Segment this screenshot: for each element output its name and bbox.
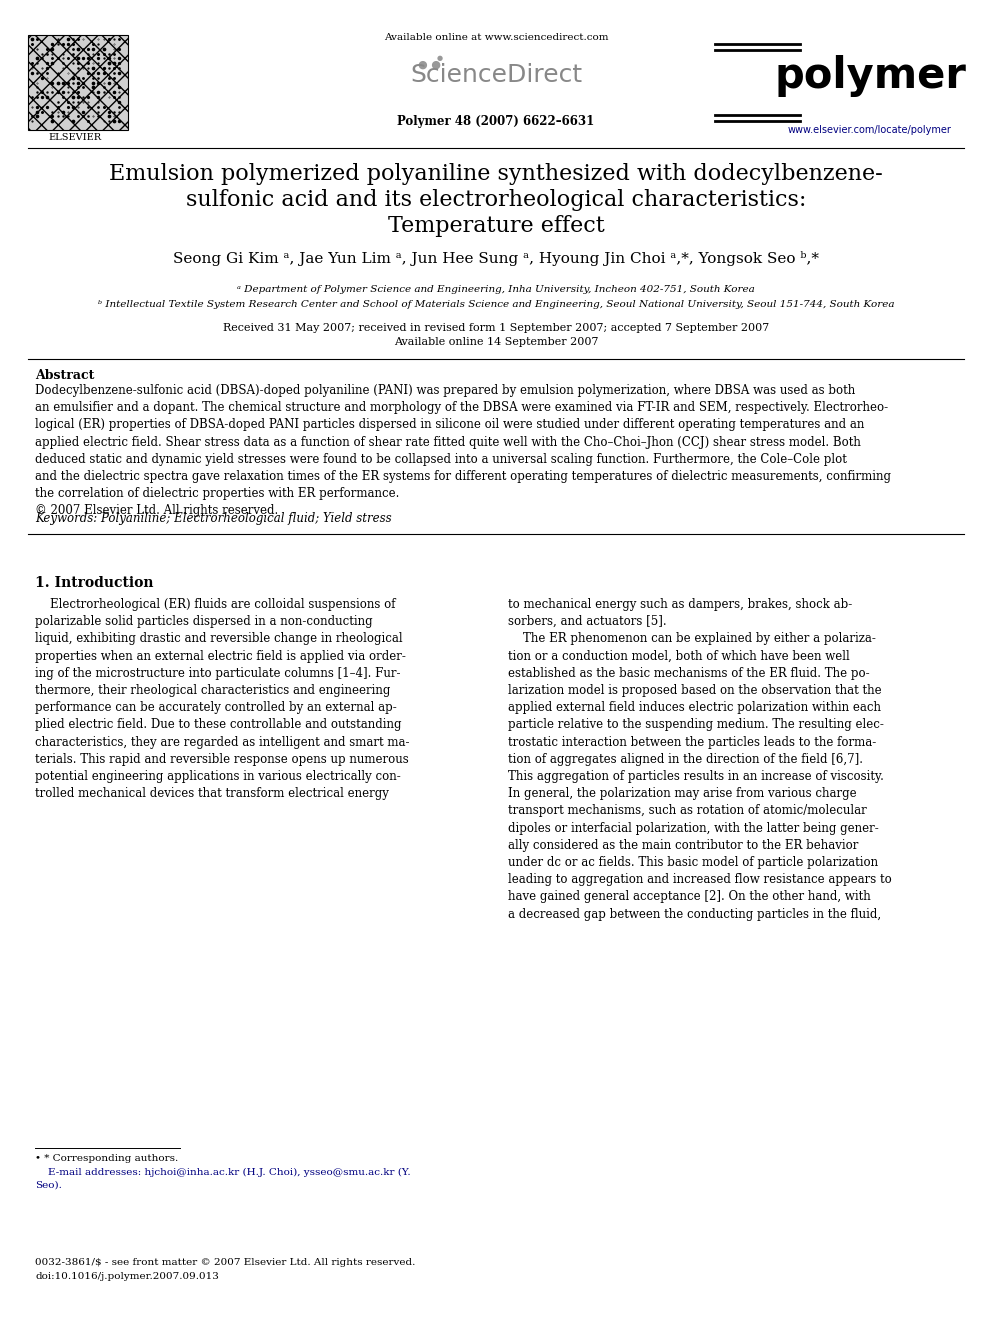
Text: Keywords: Polyaniline; Electrorheological fluid; Yield stress: Keywords: Polyaniline; Electrorheologica… <box>35 512 392 525</box>
Text: Temperature effect: Temperature effect <box>388 216 604 237</box>
Text: ●: ● <box>436 56 443 61</box>
Text: sulfonic acid and its electrorheological characteristics:: sulfonic acid and its electrorheological… <box>186 189 806 210</box>
Text: Available online at www.sciencedirect.com: Available online at www.sciencedirect.co… <box>384 33 608 42</box>
Text: polymer: polymer <box>774 56 966 97</box>
Text: ScienceDirect: ScienceDirect <box>410 64 582 87</box>
Text: Dodecylbenzene-sulfonic acid (DBSA)-doped polyaniline (PANI) was prepared by emu: Dodecylbenzene-sulfonic acid (DBSA)-dope… <box>35 384 891 517</box>
Text: Seo).: Seo). <box>35 1181 62 1189</box>
Text: 0032-3861/$ - see front matter © 2007 Elsevier Ltd. All rights reserved.: 0032-3861/$ - see front matter © 2007 El… <box>35 1258 416 1267</box>
Text: Received 31 May 2007; received in revised form 1 September 2007; accepted 7 Sept: Received 31 May 2007; received in revise… <box>223 323 769 333</box>
Text: ᵇ Intellectual Textile System Research Center and School of Materials Science an: ᵇ Intellectual Textile System Research C… <box>98 300 894 310</box>
Text: Polymer 48 (2007) 6622–6631: Polymer 48 (2007) 6622–6631 <box>398 115 594 128</box>
Text: ELSEVIER: ELSEVIER <box>49 134 101 142</box>
Text: ● ●: ● ● <box>419 60 441 70</box>
Text: • * Corresponding authors.: • * Corresponding authors. <box>35 1154 179 1163</box>
Text: Abstract: Abstract <box>35 369 94 382</box>
Text: 1. Introduction: 1. Introduction <box>35 576 154 590</box>
Text: www.elsevier.com/locate/polymer: www.elsevier.com/locate/polymer <box>788 124 952 135</box>
Text: Available online 14 September 2007: Available online 14 September 2007 <box>394 337 598 347</box>
Bar <box>28 34 128 130</box>
Text: Emulsion polymerized polyaniline synthesized with dodecylbenzene-: Emulsion polymerized polyaniline synthes… <box>109 163 883 185</box>
Text: Electrorheological (ER) fluids are colloidal suspensions of
polarizable solid pa: Electrorheological (ER) fluids are collo… <box>35 598 410 800</box>
Text: Seong Gi Kim ᵃ, Jae Yun Lim ᵃ, Jun Hee Sung ᵃ, Hyoung Jin Choi ᵃ,*, Yongsok Seo : Seong Gi Kim ᵃ, Jae Yun Lim ᵃ, Jun Hee S… <box>173 251 819 266</box>
Text: doi:10.1016/j.polymer.2007.09.013: doi:10.1016/j.polymer.2007.09.013 <box>35 1271 219 1281</box>
Text: ᵃ Department of Polymer Science and Engineering, Inha University, Incheon 402-75: ᵃ Department of Polymer Science and Engi… <box>237 284 755 294</box>
Text: E-mail addresses: hjchoi@inha.ac.kr (H.J. Choi), ysseo@smu.ac.kr (Y.: E-mail addresses: hjchoi@inha.ac.kr (H.J… <box>35 1168 411 1177</box>
Text: to mechanical energy such as dampers, brakes, shock ab-
sorbers, and actuators [: to mechanical energy such as dampers, br… <box>508 598 892 921</box>
